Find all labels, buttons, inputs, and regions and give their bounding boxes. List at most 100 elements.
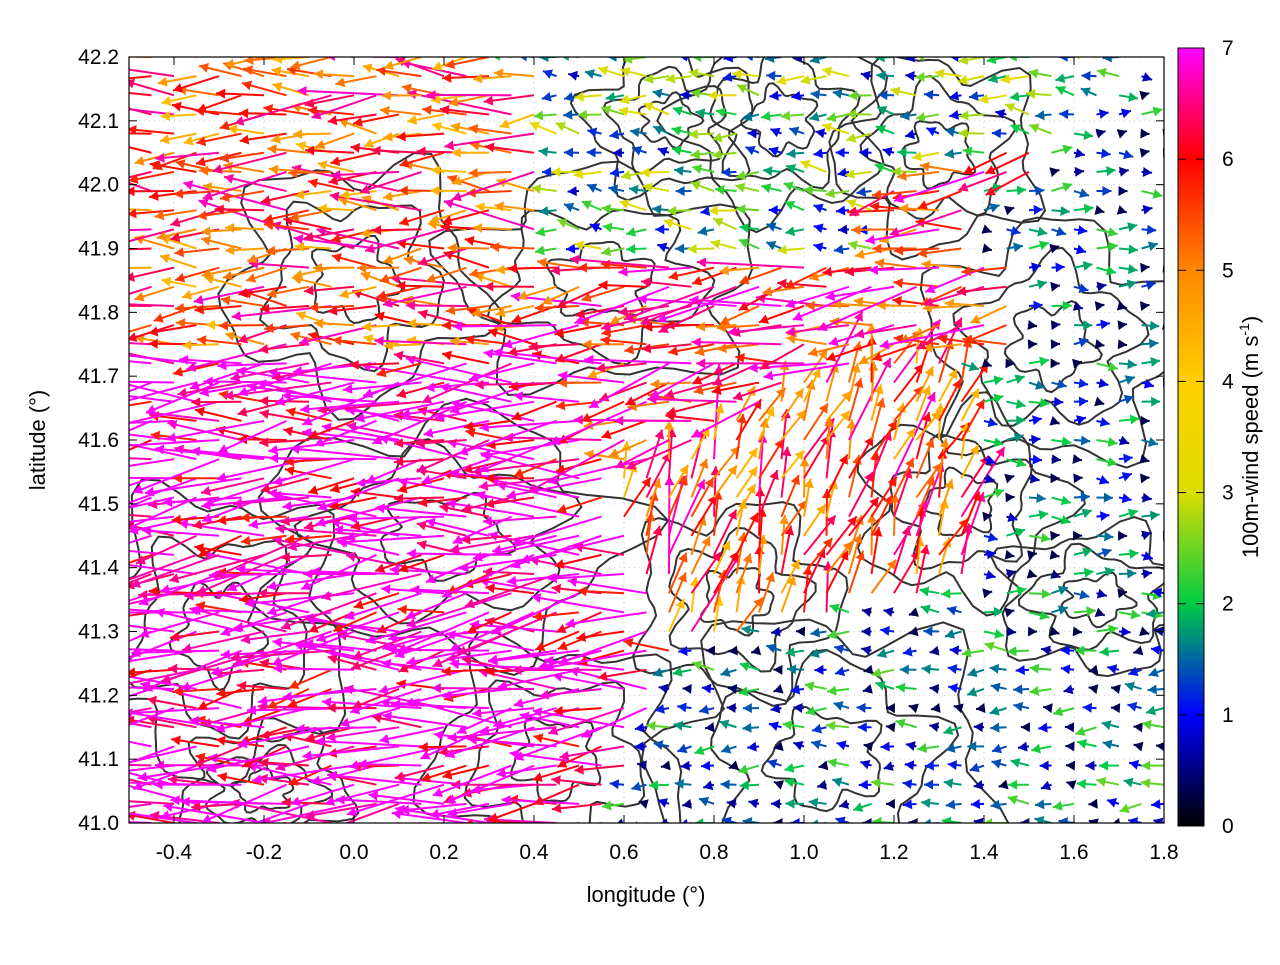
wind-vector-head [886,799,895,809]
wind-vector-head [225,223,234,233]
wind-vector-head [581,47,591,56]
wind-vector-head [1104,493,1113,503]
wind-vector-head [1008,780,1017,790]
wind-vector [254,823,354,837]
wind-vector-head [971,799,980,809]
wind-vector-head [1064,684,1074,694]
wind-vector-head [1016,415,1025,425]
wind-vector-head [582,339,591,349]
wind-vector-head [322,697,331,707]
y-tick-label: 41.2 [78,684,119,707]
wind-vector-head [40,836,50,846]
wind-vector [114,68,174,77]
wind-vector-head [1128,244,1137,254]
wind-vector-head [805,681,815,691]
wind-vector [79,798,129,804]
x-tick-label: 1.6 [1059,841,1088,864]
wind-vector-head [155,153,164,163]
wind-vector-head [296,141,306,151]
wind-vector-head [432,683,441,693]
wind-vector-head [883,147,893,157]
wind-vector-head [1073,473,1082,483]
wind-vector-head [1030,664,1039,674]
wind-vector-head [112,670,122,680]
wind-vector-head [88,419,97,429]
contour-line [657,8,887,233]
wind-vector [96,478,174,479]
wind-vector-head [794,389,803,399]
wind-vector-head [1007,627,1016,637]
wind-vector-head [1139,91,1149,101]
wind-vector-head [748,448,757,458]
wind-vector-head [300,404,309,414]
y-tick-label: 41.7 [78,365,119,388]
wind-vector-head [1079,590,1089,600]
wind-vector-head [834,644,844,654]
wind-vector-head [896,719,906,729]
colorbar-tick-label: 3 [1222,482,1234,505]
wind-vector [324,823,421,834]
wind-vector-head [744,51,754,61]
wind-vector-head [488,531,498,541]
wind-vector-head [240,513,249,523]
wind-vector-head [43,334,52,344]
wind-vector-head [1143,205,1153,215]
wind-vector-head [1051,339,1060,349]
wind-vector [84,344,129,352]
wind-vector-head [273,54,282,64]
wind-vector-head [398,44,408,54]
wind-vector-head [171,736,181,746]
colorbar-tick-label: 5 [1222,259,1234,282]
wind-vector-head [699,705,709,715]
wind-vector-head [110,778,120,788]
wind-vector-head [1151,799,1160,809]
wind-vector [217,363,286,365]
wind-vector-head [112,347,122,357]
wind-vector-head [848,47,858,56]
wind-vector-head [1076,245,1086,255]
wind-vector-head [103,99,113,109]
wind-vector-head [162,96,172,106]
wind-vector-head [383,191,393,201]
wind-vector-head [1148,684,1157,694]
wind-vector-head [982,588,992,598]
wind-vector-head [201,486,211,496]
wind-vector-head [783,720,793,730]
wind-vector-head [598,280,607,290]
wind-vector [236,823,309,836]
wind-vector-head [465,236,475,246]
wind-vector-head [675,244,684,254]
wind-vector-head [624,345,634,355]
y-tick-label: 41.0 [78,812,119,835]
wind-vector [39,86,129,95]
wind-vector-head [1118,531,1127,541]
wind-vector-head [986,570,996,580]
wind-vector-head [1167,53,1177,63]
wind-vector-head [1107,664,1117,674]
y-tick-label: 42.0 [78,174,119,197]
wind-vector-head [992,759,1002,769]
wind-vector-head [1037,280,1047,290]
wind-vector-head [219,321,228,331]
wind-vector-head [1168,91,1178,101]
wind-vector-head [728,646,737,656]
y-tick-label: 41.3 [78,621,119,644]
wind-vector-head [175,273,185,283]
wind-vector-head [640,167,649,177]
wind-vector [1164,341,1178,344]
wind-vector-head [810,54,820,64]
wind-vector-head [1147,225,1156,235]
wind-vector-head [1153,189,1163,199]
wind-vector-head [1079,188,1089,198]
wind-vector-head [314,69,323,79]
wind-vector-head [1128,92,1138,102]
wind-vector-head [1004,608,1014,618]
colorbar-tick-label: 2 [1222,593,1234,616]
wind-vector-head [59,257,69,267]
wind-vector-head [785,763,795,773]
wind-vector-head [817,780,827,790]
wind-vector-head [832,777,842,787]
colorbar-tick-label: 0 [1222,815,1234,838]
wind-vector [74,708,174,745]
